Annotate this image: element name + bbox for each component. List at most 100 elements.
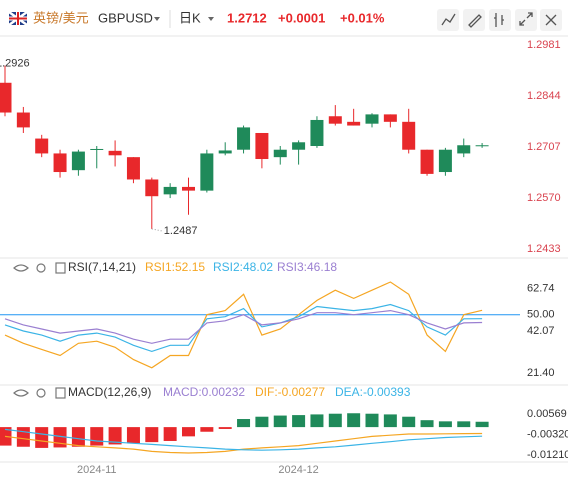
candle-body [53, 153, 67, 173]
y-tick-label: 0.00569 [527, 408, 567, 420]
histogram-bar [292, 415, 306, 428]
panel-icon[interactable] [55, 262, 66, 274]
tool-button[interactable] [489, 9, 511, 31]
candle-body [0, 82, 12, 113]
tool-icon [494, 13, 504, 27]
histogram-bar [420, 420, 434, 428]
histogram-bar [255, 416, 269, 428]
price: 1.2712 [227, 10, 267, 25]
change: +0.0001 [278, 10, 325, 25]
series-line [4, 428, 483, 451]
y-tick-label: 1.2707 [527, 141, 561, 153]
y-tick-label: 42.07 [527, 325, 555, 337]
high-annotation: 1.2926 [0, 58, 30, 70]
candle-body [273, 149, 287, 158]
period[interactable]: 日K [179, 10, 201, 25]
histogram-bar [218, 427, 232, 429]
y-tick-label: 1.2981 [527, 39, 561, 51]
candle-body [255, 132, 269, 160]
gear-icon[interactable] [36, 263, 46, 273]
histogram-bar [383, 414, 397, 428]
histogram-bar [71, 427, 85, 447]
histogram-bar [163, 427, 177, 441]
histogram-bar [402, 416, 416, 428]
y-tick-label: 1.2433 [527, 243, 561, 255]
histogram-bar [475, 421, 489, 428]
candle-body [35, 138, 49, 154]
x-tick-label: 2024-12 [278, 464, 318, 476]
y-tick-label: 50.00 [527, 309, 555, 321]
candle-body [402, 121, 416, 150]
series-line [4, 309, 483, 344]
candle-body [126, 157, 140, 180]
candle-body [475, 145, 489, 147]
candle-body [90, 148, 104, 150]
histogram-bar [126, 427, 140, 444]
candle-body [383, 114, 397, 122]
y-tick-label: -0.01210 [527, 449, 568, 461]
histogram-bar [237, 419, 251, 428]
dropdown-icon[interactable] [154, 17, 160, 21]
histogram-bar [182, 427, 195, 437]
legend-entry: RSI3:46.18 [277, 260, 337, 274]
tool-button[interactable] [515, 9, 537, 31]
y-tick-label: 62.74 [527, 283, 555, 295]
histogram-bar [35, 427, 49, 448]
legend-entry: MACD:0.00232 [163, 385, 245, 399]
tool-icon [441, 13, 456, 26]
candle-body [365, 114, 379, 124]
candle-body [218, 150, 232, 154]
histogram-bar [328, 413, 342, 428]
indicator-title: RSI(7,14,21) [68, 260, 136, 274]
indicator-title: MACD(12,26,9) [68, 385, 151, 399]
candle-body [145, 179, 159, 197]
gear-icon[interactable] [36, 388, 46, 398]
candle-body [71, 151, 85, 171]
histogram-bar [145, 427, 159, 443]
x-tick-label: 2024-11 [77, 464, 117, 476]
candle-body [420, 149, 434, 174]
histogram-bar [90, 427, 104, 446]
candle-body [16, 112, 30, 128]
histogram-bar [438, 421, 452, 428]
series-line [4, 281, 483, 369]
tool-icon [519, 12, 533, 26]
pair-name: 英镑/美元 [33, 10, 89, 25]
low-annotation: 1.2487 [164, 225, 198, 237]
candle-body [163, 186, 177, 195]
legend-entry: RSI2:48.02 [213, 260, 273, 274]
symbol[interactable]: GBPUSD [98, 10, 153, 25]
candle-body [328, 116, 342, 124]
candle-body [347, 121, 361, 126]
eye-icon[interactable] [13, 264, 29, 272]
candle-body [438, 149, 452, 173]
histogram-bar [365, 413, 379, 428]
y-tick-label: 21.40 [527, 367, 555, 379]
y-tick-label: 1.2844 [527, 90, 561, 102]
candle-body [292, 142, 306, 150]
panel-icon[interactable] [55, 387, 66, 399]
y-tick-label: 1.2570 [527, 192, 561, 204]
candle-body [310, 119, 324, 146]
histogram-bar [310, 414, 324, 428]
close-icon [545, 14, 557, 26]
legend-entry: DEA:-0.00393 [335, 385, 411, 399]
dropdown-icon[interactable] [208, 17, 214, 21]
flag-icon [8, 10, 28, 27]
candle-body [200, 153, 214, 191]
histogram-bar [200, 427, 214, 432]
candle-body [108, 150, 122, 156]
candle-body [237, 127, 251, 150]
histogram-bar [347, 413, 361, 428]
legend-entry: DIF:-0.00277 [255, 385, 325, 399]
series-line [4, 432, 483, 454]
histogram-bar [457, 421, 471, 428]
y-tick-label: -0.00320 [527, 428, 568, 440]
change-percent: +0.01% [340, 10, 385, 25]
legend-entry: RSI1:52.15 [145, 260, 205, 274]
eye-icon[interactable] [13, 389, 29, 397]
candle-body [457, 145, 471, 154]
series-line [4, 303, 483, 353]
